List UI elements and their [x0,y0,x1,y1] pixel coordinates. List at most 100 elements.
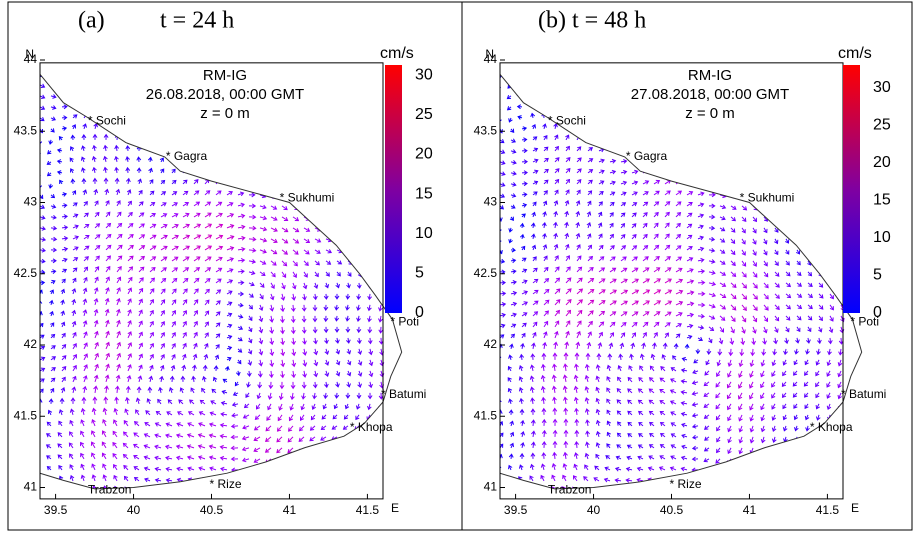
arrow [358,260,364,266]
arrow [50,74,57,77]
arrow [298,436,305,443]
city-label: * Gagra [166,149,208,163]
arrow [829,293,834,300]
arrow [542,69,546,74]
arrow [215,223,224,229]
arrow [347,160,353,165]
arrow [561,486,567,489]
arrow [281,74,288,78]
arrow [105,222,112,229]
arrow [540,463,546,471]
arrow [521,332,526,339]
arrow [521,245,526,251]
arrow [347,182,353,187]
arrow [521,137,528,143]
arrow [358,115,365,121]
arrow [314,216,322,221]
arrow [631,256,638,262]
arrow [61,214,68,219]
lat-tick-label: 42 [484,337,498,351]
arrow [325,82,333,87]
arrow [165,433,173,439]
arrow [620,300,628,306]
arrow [751,106,757,113]
arrow [345,304,350,311]
arrow [785,170,793,176]
arrow [708,337,713,344]
arrow [248,181,256,187]
arrow [138,309,143,317]
lat-tick-label: 41.5 [474,408,498,422]
arrow [193,342,198,350]
arrow [741,293,748,300]
arrow [226,356,232,362]
arrow [321,480,327,485]
arrow [631,212,637,218]
arrow [648,399,655,405]
arrow [642,244,649,251]
arrow [335,282,340,289]
arrow [686,257,694,262]
arrow [664,278,672,284]
arrow [92,177,98,184]
arrow [598,136,605,142]
arrow [636,466,644,472]
arrow [312,381,318,389]
arrow [368,348,374,356]
arrow [760,359,766,367]
arrow [258,326,264,334]
arrow [653,169,661,174]
arrow [576,179,582,185]
arrow [149,234,157,240]
arrow [563,363,568,371]
arrow [774,105,780,110]
arrow [61,126,68,131]
arrow [615,455,622,461]
arrow [610,62,614,66]
arrow [653,289,662,295]
arrow [758,480,765,486]
arrow [531,244,537,251]
arrow [345,326,351,333]
arrow [343,414,349,420]
arrow [290,326,296,335]
arrow [796,181,804,187]
arrow [815,370,820,377]
arrow [160,191,167,196]
arrow [741,139,748,144]
arrow [336,226,344,232]
arrow [584,374,590,383]
arrow [226,135,232,141]
arrow [182,320,187,328]
arrow [500,269,506,275]
arrow [248,203,257,209]
arrow [686,147,694,152]
arrow [675,289,684,295]
arrow [782,458,787,464]
arrow [738,370,743,378]
arrow [210,400,217,405]
arrow [248,293,254,298]
arrow [576,189,581,196]
arrow [303,139,309,144]
arrow [626,444,633,449]
arrow [204,245,213,251]
arrow [281,183,287,189]
arrow [358,74,366,77]
arrow [781,381,787,388]
arrow [782,359,787,366]
arrow [827,84,833,91]
arrow [573,463,578,471]
arrow [314,249,321,254]
arrow [40,236,47,242]
arrow [325,271,330,277]
arrow [276,447,283,454]
arrow [303,83,311,89]
arrow [45,433,52,438]
arrow [226,257,235,262]
arrow [193,125,200,130]
arrow [829,128,835,133]
arrow [519,408,525,415]
arrow [748,492,753,496]
arrow [314,138,321,143]
